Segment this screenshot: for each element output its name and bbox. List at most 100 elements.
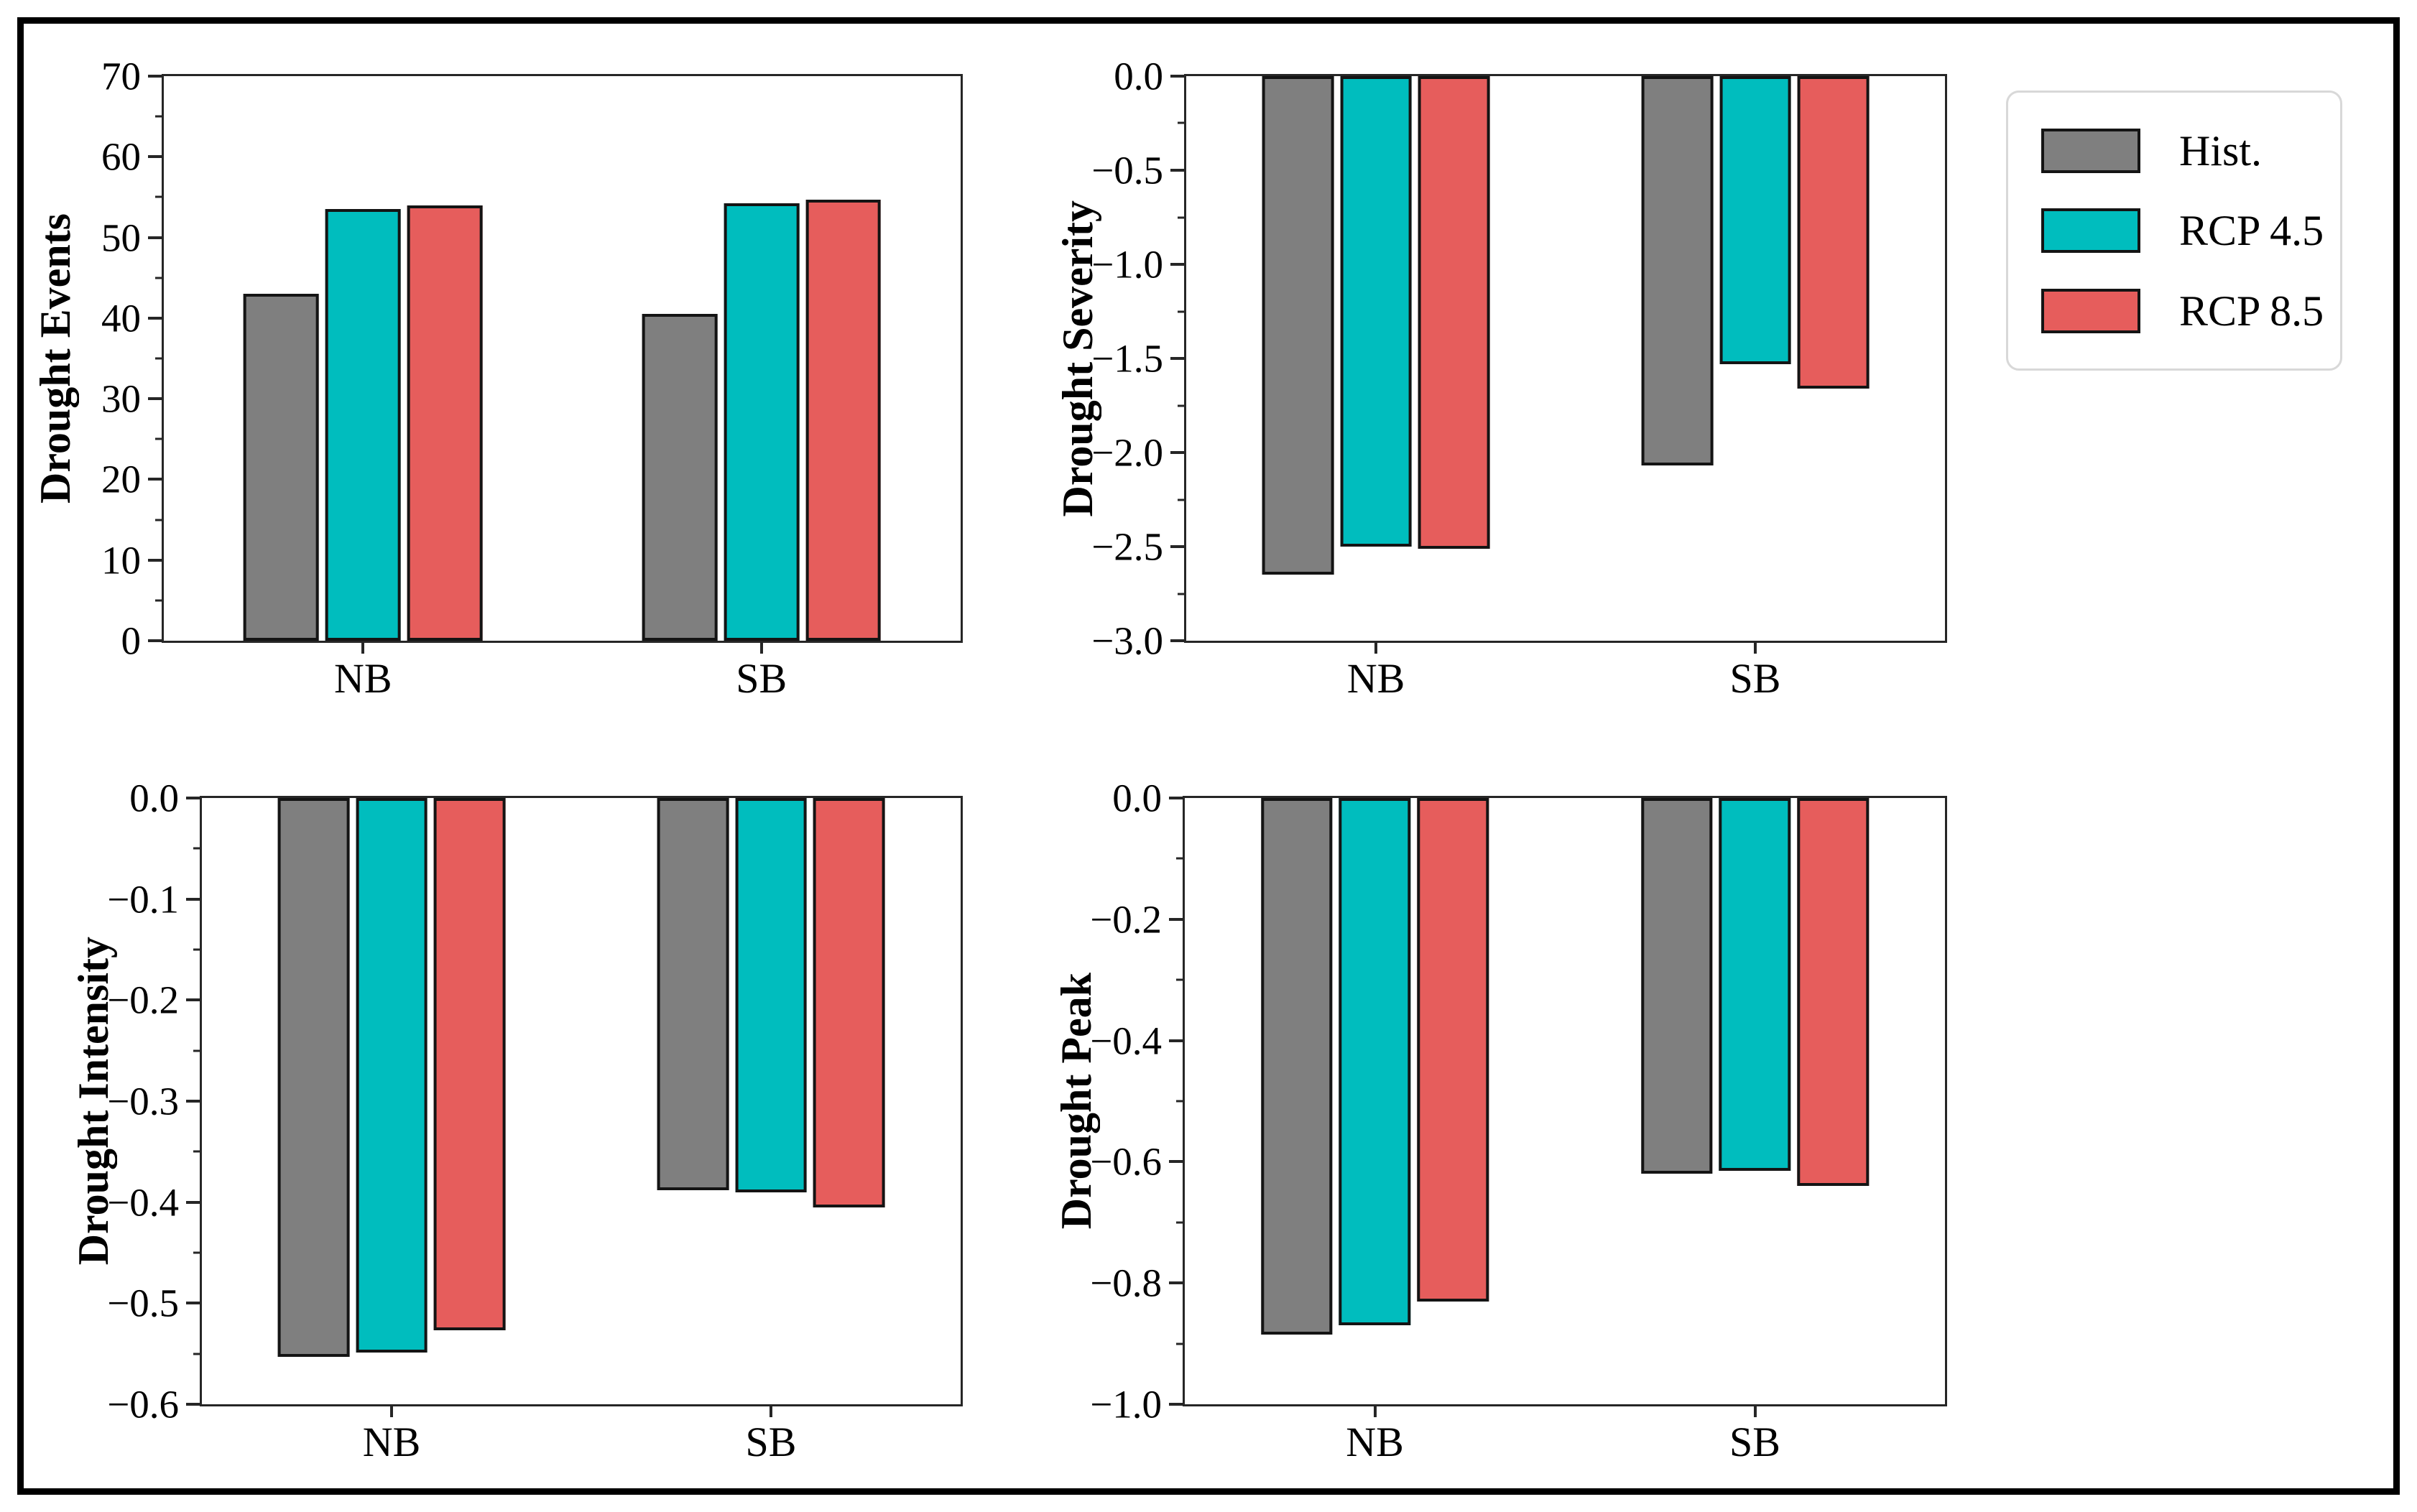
bar-group-nb (243, 76, 483, 641)
y-minor-tick-mark (1178, 310, 1186, 312)
bar-group-nb (1260, 798, 1489, 1404)
y-tick-label: −0.3 (107, 1079, 179, 1123)
bar-sb-rcp4.5 (1719, 76, 1791, 364)
bar-group-sb (1640, 798, 1870, 1404)
y-minor-tick-mark (1178, 216, 1186, 218)
bar-nb-rcp4.5 (1339, 798, 1411, 1326)
bar-group-nb (277, 798, 506, 1404)
panel-drought-peak: Drought Peak 0.0 −0.2 −0.4 −0.6 −0.8 −1.0 NB SB (1053, 779, 1947, 1463)
y-axis-label-text: Drought Peak (1052, 973, 1100, 1230)
y-axis-label-peak: Drought Peak (1048, 796, 1105, 1406)
y-tick-label: 70 (101, 54, 141, 98)
y-tick-label: −0.1 (107, 877, 179, 922)
bar-nb-hist. (277, 798, 350, 1357)
x-tick-mark (1373, 1404, 1377, 1417)
y-tick-label: 0.0 (129, 776, 179, 820)
y-minor-tick-mark (1178, 498, 1186, 501)
bar-nb-rcp8.5 (1418, 76, 1490, 549)
y-tick-label: 10 (101, 538, 141, 583)
panel-drought-events: Drought Events 0 10 20 30 40 50 60 70 NB SB (32, 57, 963, 700)
y-tick-mark (148, 316, 164, 320)
y-tick-label: −0.4 (107, 1180, 179, 1225)
y-tick-label: 40 (101, 296, 141, 340)
x-tick-label-nb: NB (1346, 655, 1405, 702)
bar-sb-hist. (1640, 798, 1713, 1174)
y-tick-mark (148, 236, 164, 239)
y-minor-tick-mark (1176, 978, 1185, 981)
y-tick-label: 60 (101, 134, 141, 179)
y-tick-mark (1170, 262, 1186, 266)
y-tick-mark (1170, 450, 1186, 454)
y-minor-tick-mark (1176, 857, 1185, 860)
y-tick-label: −0.6 (1090, 1139, 1162, 1184)
y-axis-label-events: Drought Events (27, 74, 84, 643)
bar-sb-rcp8.5 (1797, 798, 1870, 1187)
bar-nb-rcp8.5 (407, 205, 483, 641)
x-tick-label-sb: SB (1729, 1419, 1780, 1465)
bar-sb-rcp4.5 (735, 798, 807, 1192)
x-tick-label-sb: SB (745, 1419, 797, 1465)
y-tick-mark (1170, 168, 1186, 172)
y-minor-tick-mark (155, 357, 164, 360)
y-tick-label: −0.8 (1090, 1261, 1162, 1305)
bar-sb-rcp4.5 (724, 203, 800, 641)
y-tick-label: −0.5 (1091, 148, 1163, 193)
bar-sb-rcp4.5 (1719, 798, 1791, 1172)
y-tick-label: −1.0 (1090, 1382, 1162, 1427)
y-axis-label-text: Drought Events (31, 213, 79, 504)
y-minor-tick-mark (155, 195, 164, 198)
bar-sb-hist. (642, 314, 718, 641)
y-tick-mark (1170, 545, 1186, 548)
x-tick-mark (1374, 641, 1377, 654)
y-tick-mark (148, 558, 164, 562)
x-tick-mark (390, 1404, 393, 1417)
y-tick-mark (1169, 797, 1185, 799)
y-tick-mark (186, 897, 202, 901)
bar-sb-rcp8.5 (805, 199, 882, 641)
bar-nb-hist. (1260, 798, 1333, 1335)
y-minor-tick-mark (1178, 593, 1186, 595)
legend-swatch-rcp45 (2041, 208, 2140, 253)
y-tick-mark (1170, 75, 1186, 78)
bar-sb-hist. (657, 798, 729, 1190)
y-tick-mark (148, 75, 164, 78)
y-tick-label: −0.4 (1090, 1019, 1162, 1063)
legend-label-rcp85: RCP 8.5 (2179, 287, 2324, 335)
y-tick-label: −1.0 (1091, 242, 1163, 287)
y-tick-mark (186, 998, 202, 1002)
y-tick-label: 20 (101, 457, 141, 501)
bar-sb-rcp8.5 (1797, 76, 1870, 389)
panel-drought-intensity: Drought Intensity 0.0 −0.1 −0.2 −0.3 −0.4 −0.… (70, 779, 963, 1463)
y-minor-tick-mark (1178, 404, 1186, 407)
legend-item-rcp85: RCP 8.5 (2041, 287, 2340, 335)
y-tick-label: 30 (101, 376, 141, 421)
bar-nb-rcp8.5 (1417, 798, 1489, 1302)
y-tick-mark (1169, 1403, 1185, 1406)
bar-nb-rcp4.5 (1340, 76, 1412, 547)
legend-label-hist: Hist. (2179, 126, 2263, 175)
y-minor-tick-mark (155, 519, 164, 521)
y-tick-label: −0.6 (107, 1382, 179, 1427)
bar-group-nb (1262, 76, 1490, 641)
bar-nb-rcp4.5 (356, 798, 428, 1353)
y-tick-mark (186, 1100, 202, 1103)
y-minor-tick-mark (1176, 1100, 1185, 1103)
plot-area-events: 0 10 20 30 40 50 60 70 NB SB (101, 57, 963, 700)
y-tick-mark (1169, 1039, 1185, 1042)
y-tick-label: −0.2 (1090, 897, 1162, 942)
legend-swatch-rcp85 (2041, 288, 2140, 333)
y-minor-tick-mark (193, 1353, 202, 1355)
legend-swatch-hist (2041, 128, 2140, 173)
y-tick-label: 0 (121, 618, 142, 663)
y-tick-label: 0.0 (1114, 54, 1163, 98)
bar-group-sb (657, 798, 885, 1404)
bar-nb-hist. (243, 294, 319, 641)
y-minor-tick-mark (155, 277, 164, 279)
y-tick-mark (186, 797, 202, 799)
bar-sb-hist. (1641, 76, 1714, 466)
y-tick-label: −2.0 (1091, 430, 1163, 475)
plot-area-severity: 0.0 −0.5 −1.0 −1.5 −2.0 −2.5 −3.0 NB SB (1091, 57, 1947, 700)
y-tick-label: −1.5 (1091, 336, 1163, 381)
y-tick-mark (1169, 1160, 1185, 1164)
x-tick-label-nb: NB (362, 1419, 421, 1465)
